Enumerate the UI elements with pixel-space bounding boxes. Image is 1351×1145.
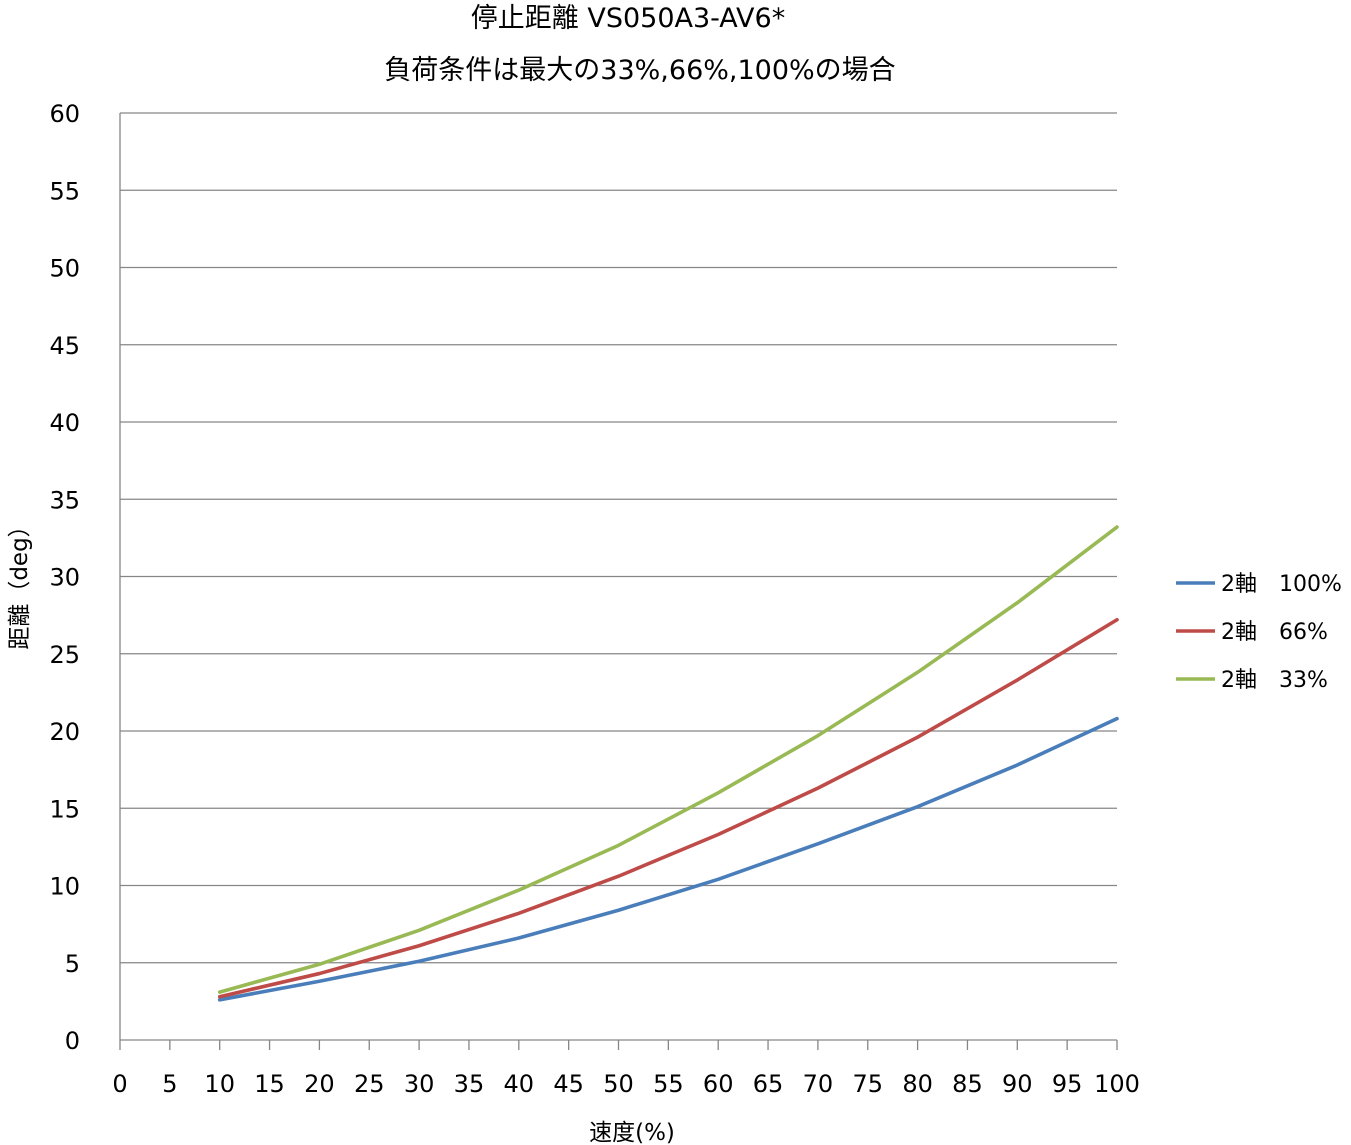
x-tick-label-65: 65 — [753, 1070, 784, 1098]
y-tick-labels: 0 5 10 15 20 25 30 35 40 45 50 55 60 — [49, 100, 80, 1055]
y-tick-label-30: 30 — [49, 564, 80, 592]
legend-label-1: 2軸 66% — [1221, 620, 1328, 645]
x-tick-label-30: 30 — [404, 1070, 435, 1098]
y-tick-label-40: 40 — [49, 409, 80, 437]
x-tick-label-40: 40 — [504, 1070, 535, 1098]
series-line-1 — [217, 617, 1119, 999]
y-tick-label-55: 55 — [49, 177, 80, 205]
chart-title-line-1: 停止距離 VS050A3-AV6* — [471, 3, 785, 34]
legend-label-2: 2軸 33% — [1221, 668, 1328, 693]
x-tick-label-10: 10 — [204, 1070, 235, 1098]
y-tick-label-35: 35 — [49, 486, 80, 514]
x-tick-label-95: 95 — [1052, 1070, 1083, 1098]
x-tick-label-90: 90 — [1002, 1070, 1033, 1098]
axes — [119, 113, 1118, 1050]
x-tick-label-60: 60 — [703, 1070, 734, 1098]
y-tick-label-15: 15 — [49, 795, 80, 823]
x-tick-label-35: 35 — [454, 1070, 485, 1098]
y-tick-label-60: 60 — [49, 100, 80, 128]
legend-label-0: 2軸 100% — [1221, 572, 1342, 597]
y-tick-label-20: 20 — [49, 718, 80, 746]
x-tick-labels: 0 5 10 15 20 25 30 35 40 45 50 55 60 65 70 75 80 85 90 95 10… — [112, 1070, 1140, 1098]
x-tick-label-80: 80 — [902, 1070, 933, 1098]
y-tick-label-0: 0 — [65, 1027, 80, 1055]
x-axis-title: 速度(%) — [589, 1120, 675, 1145]
x-tick-label-85: 85 — [952, 1070, 983, 1098]
x-tick-label-25: 25 — [354, 1070, 385, 1098]
chart-title-line-2: 負荷条件は最大の33%,66%,100%の場合 — [384, 55, 895, 86]
x-tick-label-100: 100 — [1094, 1070, 1140, 1098]
y-tick-label-25: 25 — [49, 641, 80, 669]
y-tick-label-10: 10 — [49, 873, 80, 901]
x-tick-label-75: 75 — [852, 1070, 883, 1098]
x-tick-label-55: 55 — [653, 1070, 684, 1098]
y-tick-label-5: 5 — [65, 950, 80, 978]
series-line-2 — [217, 525, 1119, 994]
x-tick-label-50: 50 — [603, 1070, 634, 1098]
x-tick-label-45: 45 — [553, 1070, 584, 1098]
y-tick-label-50: 50 — [49, 255, 80, 283]
legend: 2軸 100% 2軸 66% 2軸 33% — [1176, 572, 1342, 693]
y-tick-label-45: 45 — [49, 332, 80, 360]
gridlines — [120, 112, 1117, 964]
x-tick-label-15: 15 — [254, 1070, 285, 1098]
y-axis-title: 距離（deg） — [7, 514, 33, 649]
x-tick-label-5: 5 — [162, 1070, 177, 1098]
x-tick-label-70: 70 — [803, 1070, 834, 1098]
series-lines — [217, 525, 1119, 1002]
x-tick-label-20: 20 — [304, 1070, 335, 1098]
x-tick-label-0: 0 — [112, 1070, 127, 1098]
series-line-0 — [217, 716, 1119, 1002]
